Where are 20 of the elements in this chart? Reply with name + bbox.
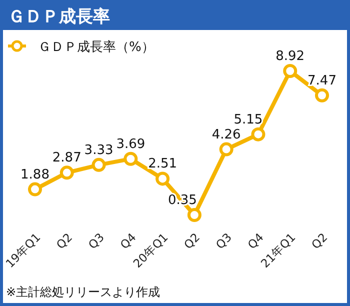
data-label: 4.26 <box>212 127 241 142</box>
data-label: 5.15 <box>234 112 263 128</box>
data-label: 1.88 <box>20 167 50 182</box>
x-tick-label: Q4 <box>244 230 266 252</box>
title: ＧＤＰ成長率 <box>8 7 110 27</box>
x-tick-label: Q3 <box>85 230 107 252</box>
x-tick-label: Q4 <box>117 230 139 252</box>
data-label: 7.47 <box>308 73 336 88</box>
data-label: 2.51 <box>148 156 178 172</box>
x-tick-label: Q2 <box>54 230 75 252</box>
annotation: ※主計総処リリースより作成 <box>6 285 160 299</box>
x-tick-label: 19年Q1 <box>2 230 44 271</box>
data-label: 2.87 <box>52 150 82 166</box>
x-tick-label: Q3 <box>212 230 234 252</box>
x-tick-label: Q2 <box>308 230 330 252</box>
data-label: 8.92 <box>276 49 305 64</box>
legend-label: ＧＤＰ成長率（%） <box>38 40 154 55</box>
data-label: 3.69 <box>116 136 146 152</box>
x-tick-label: Q2 <box>181 230 203 252</box>
data-label: 3.33 <box>84 142 114 158</box>
